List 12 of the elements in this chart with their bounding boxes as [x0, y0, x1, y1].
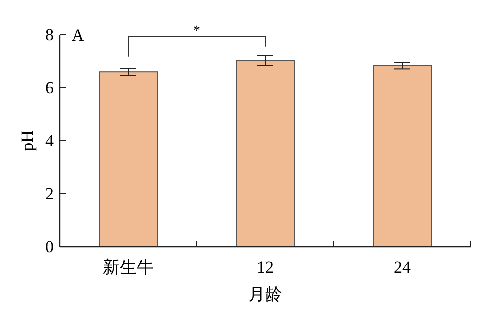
y-tick-label: 6 — [46, 78, 54, 98]
y-axis-title: pH — [18, 130, 37, 152]
x-axis-title: 月龄 — [248, 285, 282, 304]
annotation: * — [194, 24, 200, 39]
y-tick-label: 0 — [46, 238, 54, 256]
annotation: A — [72, 26, 85, 45]
y-tick-label: 4 — [46, 132, 54, 150]
x-tick-label: 新生牛 — [103, 258, 154, 277]
x-tick-label: 12 — [257, 258, 274, 277]
x-tick-label: 24 — [394, 258, 412, 277]
y-tick-label: 2 — [46, 184, 54, 204]
y-tick-label: 8 — [46, 26, 54, 44]
